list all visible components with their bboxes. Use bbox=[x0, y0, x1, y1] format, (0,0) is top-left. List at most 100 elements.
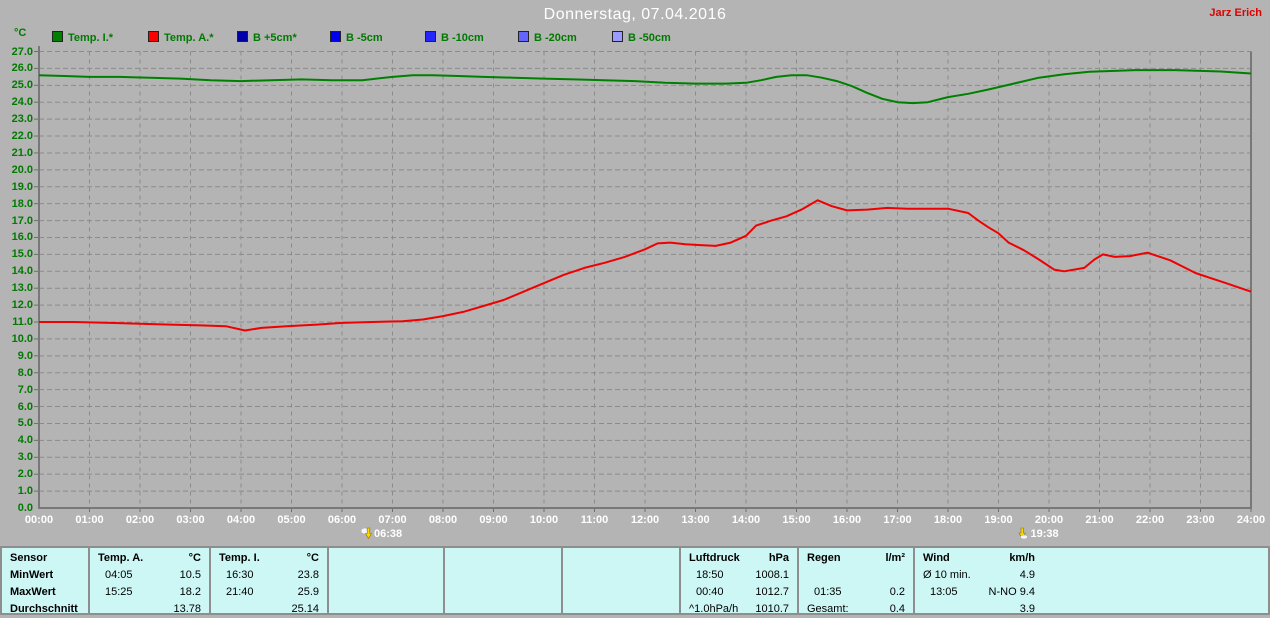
legend-label: B +5cm* bbox=[253, 32, 297, 44]
sunrise-icon bbox=[360, 527, 372, 540]
y-axis-label: 26.0 bbox=[11, 62, 33, 75]
x-axis-label: 06:00 bbox=[327, 514, 357, 526]
series-line-tempa bbox=[39, 199, 1252, 332]
y-axis-label: 24.0 bbox=[11, 96, 33, 109]
y-axis-label: 25.0 bbox=[11, 79, 33, 92]
y-axis-label: 18.0 bbox=[11, 197, 33, 210]
y-axis-label: 10.0 bbox=[11, 332, 33, 345]
x-axis-label: 23:00 bbox=[1186, 514, 1215, 526]
y-axis-label: 14.0 bbox=[11, 265, 33, 278]
y-axis-label: 3.0 bbox=[17, 451, 33, 464]
x-axis-label: 19:00 bbox=[984, 514, 1013, 526]
legend-label: Temp. I.* bbox=[68, 32, 114, 44]
legend-label: B -10cm bbox=[441, 32, 484, 44]
chart-title: Donnerstag, 07.04.2016 bbox=[543, 6, 727, 23]
y-axis-label: 5.0 bbox=[17, 417, 33, 430]
y-axis-label: 8.0 bbox=[17, 366, 33, 379]
y-axis-label: 20.0 bbox=[11, 163, 33, 176]
y-axis-label: 17.0 bbox=[11, 214, 33, 227]
sunset-time: 19:38 bbox=[1030, 528, 1059, 540]
y-axis-label: 21.0 bbox=[11, 146, 33, 159]
row-label-durchschnitt: Durchschnitt bbox=[10, 603, 78, 615]
y-axis-label: 16.0 bbox=[11, 231, 33, 244]
author-name: Jarz Erich bbox=[1209, 7, 1262, 19]
x-axis-label: 12:00 bbox=[630, 514, 660, 526]
x-axis-label: 24:00 bbox=[1236, 514, 1266, 526]
legend-label: B -20cm bbox=[534, 32, 577, 44]
legend-item-boden-plus5cm: B +5cm* bbox=[237, 28, 297, 44]
x-axis-label: 22:00 bbox=[1135, 514, 1165, 526]
temp-a-column: Temp. A. °C 04:05 10.5 15:25 18.2 13.78 bbox=[88, 548, 209, 615]
empty-column-3 bbox=[561, 548, 679, 613]
sunset-marker: 19:38 bbox=[1017, 527, 1059, 541]
empty-column-2 bbox=[443, 548, 561, 613]
legend-item-boden-minus5cm: B -5cm bbox=[330, 28, 383, 44]
sensor-column: Sensor MinWert MaxWert Durchschnitt bbox=[2, 548, 88, 615]
y-axis-label: 23.0 bbox=[11, 113, 33, 126]
boden-minus50-swatch-icon bbox=[612, 31, 623, 42]
x-axis-label: 13:00 bbox=[681, 514, 710, 526]
x-axis-label: 18:00 bbox=[933, 514, 963, 526]
legend-item-boden-minus10cm: B -10cm bbox=[425, 28, 484, 44]
row-label-sensor: Sensor bbox=[10, 552, 48, 564]
x-axis-label: 04:00 bbox=[226, 514, 256, 526]
y-axis-label: 22.0 bbox=[11, 130, 33, 143]
y-axis-label: 4.0 bbox=[17, 434, 33, 447]
y-axis-unit: °C bbox=[14, 27, 27, 39]
x-axis-label: 11:00 bbox=[580, 514, 609, 526]
boden-minus5-swatch-icon bbox=[330, 31, 341, 42]
row-label-maxwert: MaxWert bbox=[10, 586, 56, 598]
wind-column: Wind km/h Ø 10 min. 4.9 13:05 N-NO 9.4 3.9 bbox=[913, 548, 1270, 615]
y-axis-label: 7.0 bbox=[17, 383, 33, 396]
legend-item-boden-minus50cm: B -50cm bbox=[612, 28, 671, 44]
x-axis-label: 17:00 bbox=[883, 514, 912, 526]
y-axis-label: 12.0 bbox=[11, 299, 33, 312]
x-axis-label: 21:00 bbox=[1085, 514, 1114, 526]
y-axis-label: 9.0 bbox=[17, 349, 33, 362]
sunrise-marker: 06:38 bbox=[360, 527, 403, 541]
legend-label: Temp. A.* bbox=[164, 32, 214, 44]
sunset-icon bbox=[1018, 527, 1029, 540]
x-axis-label: 00:00 bbox=[24, 514, 54, 526]
legend-item-temp-innen: Temp. I.* bbox=[52, 28, 113, 44]
x-axis-label: 09:00 bbox=[479, 514, 508, 526]
temp-a-swatch-icon bbox=[148, 31, 159, 42]
temp-i-swatch-icon bbox=[52, 31, 63, 42]
x-axis-label: 08:00 bbox=[428, 514, 458, 526]
sunrise-time: 06:38 bbox=[373, 528, 403, 540]
y-axis-label: 2.0 bbox=[17, 468, 33, 481]
x-axis-label: 14:00 bbox=[731, 514, 761, 526]
x-axis-label: 01:00 bbox=[75, 514, 104, 526]
x-axis-label: 02:00 bbox=[125, 514, 155, 526]
legend-item-temp-aussen: Temp. A.* bbox=[148, 28, 214, 44]
legend-item-boden-minus20cm: B -20cm bbox=[518, 28, 577, 44]
y-axis-label: 15.0 bbox=[11, 248, 33, 261]
row-label-minwert: MinWert bbox=[10, 569, 54, 581]
y-axis-label: 6.0 bbox=[17, 400, 33, 413]
series-line-tempi bbox=[38, 69, 1252, 105]
boden-minus10-swatch-icon bbox=[425, 31, 436, 42]
x-axis-label: 16:00 bbox=[832, 514, 862, 526]
boden-minus20-swatch-icon bbox=[518, 31, 529, 42]
x-axis-label: 20:00 bbox=[1034, 514, 1064, 526]
x-axis-label: 05:00 bbox=[277, 514, 306, 526]
y-axis-label: 19.0 bbox=[11, 180, 33, 193]
x-axis-label: 03:00 bbox=[176, 514, 205, 526]
y-axis-label: 0.0 bbox=[17, 502, 33, 514]
x-axis-label: 07:00 bbox=[378, 514, 407, 526]
summary-panel: Sensor MinWert MaxWert Durchschnitt Temp… bbox=[0, 546, 1270, 615]
temp-i-column: Temp. I. °C 16:30 23.8 21:40 25.9 25.14 bbox=[209, 548, 327, 615]
legend-label: B -50cm bbox=[628, 32, 671, 44]
regen-column: Regen l/m² 01:35 0.2 Gesamt: 0.4 bbox=[797, 548, 913, 615]
y-axis-label: 11.0 bbox=[12, 316, 33, 329]
legend-label: B -5cm bbox=[346, 32, 383, 44]
x-axis-label: 10:00 bbox=[529, 514, 559, 526]
luftdruck-column: Luftdruck hPa 18:50 1008.1 00:40 1012.7 ^1.… bbox=[679, 548, 797, 615]
empty-column-1 bbox=[327, 548, 443, 613]
y-axis-label: 1.0 bbox=[17, 485, 33, 498]
x-axis-label: 15:00 bbox=[782, 514, 811, 526]
y-axis-label: 27.0 bbox=[11, 45, 33, 58]
boden-plus5-swatch-icon bbox=[237, 31, 248, 42]
